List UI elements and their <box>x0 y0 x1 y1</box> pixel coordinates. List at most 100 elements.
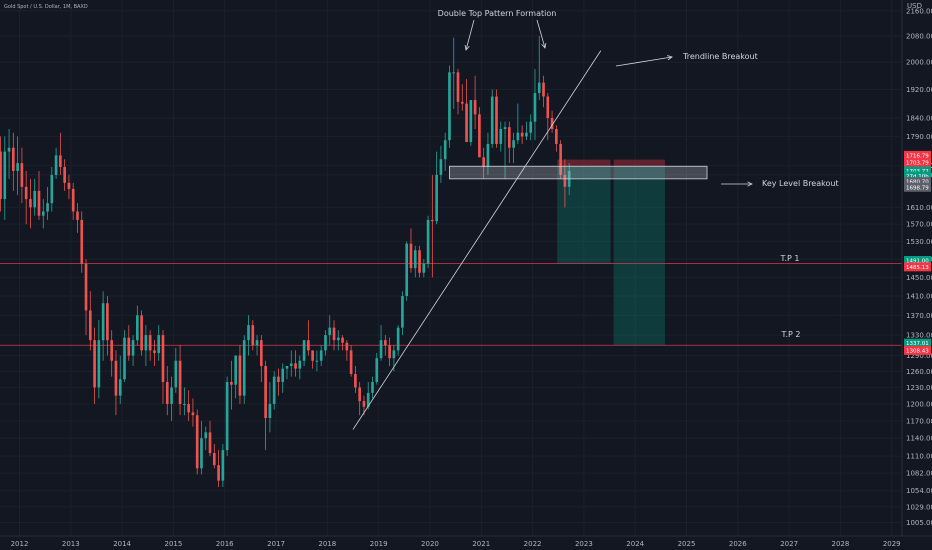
stop-zone-1 <box>557 159 611 167</box>
candle-body <box>88 310 92 341</box>
candle-body <box>264 366 267 419</box>
candle-body <box>443 140 447 160</box>
candle-body <box>131 340 135 356</box>
candle-body <box>336 337 340 341</box>
trendline-arrow <box>615 55 673 67</box>
tp1-annotation: T.P 1 <box>780 254 800 263</box>
time-tick-label: 2022 <box>524 540 542 548</box>
candle-body <box>332 327 336 341</box>
candle-body <box>221 450 225 481</box>
trade-zones <box>557 159 665 346</box>
candle-body <box>401 296 404 328</box>
candle-body <box>29 199 32 208</box>
tp2-annotation: T.P 2 <box>781 330 801 339</box>
candle-body <box>431 219 434 222</box>
candle-body <box>311 350 314 361</box>
candle-body <box>255 340 259 346</box>
candle-body <box>251 325 255 346</box>
key-level-arrow-head <box>747 181 753 187</box>
candle-body <box>247 325 250 341</box>
candle-body <box>140 315 143 351</box>
time-tick-label: 2014 <box>113 540 131 548</box>
candle-body <box>170 387 173 404</box>
time-tick-label: 2026 <box>729 540 747 548</box>
candle-body <box>563 174 567 187</box>
price-tick-label: 1170.00 <box>906 417 932 425</box>
time-tick-label: 2016 <box>216 540 234 548</box>
price-tag-label: 1703.79 <box>906 160 929 166</box>
candle-body <box>298 360 302 369</box>
candle-body <box>345 342 349 351</box>
price-tag-label: 1337.01 <box>906 341 929 347</box>
candle-body <box>478 114 481 158</box>
price-tick-label: 1029.00 <box>906 503 932 511</box>
grid-lines <box>0 0 902 536</box>
candle-body <box>319 350 323 361</box>
price-tag: 1308.43 <box>904 345 931 355</box>
candle-body <box>80 219 84 264</box>
currency-label: USD <box>907 2 922 10</box>
price-tag-label: 1716.79 <box>906 153 929 159</box>
candle-body <box>512 140 515 148</box>
candle-body <box>54 155 58 175</box>
candle-body <box>435 174 438 222</box>
candle-body <box>448 72 451 141</box>
time-tick-label: 2019 <box>370 540 388 548</box>
candle-body <box>349 350 353 374</box>
price-tick-label: 2000.00 <box>906 59 932 67</box>
candle-body <box>127 337 131 356</box>
price-tag-label: 1680.70 <box>906 180 929 186</box>
price-tag: 1491.00 <box>904 255 931 265</box>
price-tag-label: 27d 10h <box>906 174 929 180</box>
price-tag-bg <box>904 262 931 272</box>
price-tick-label: 1530.00 <box>906 238 932 246</box>
candle-body <box>366 392 370 407</box>
candle-body <box>238 355 242 396</box>
candle-body <box>422 263 426 273</box>
right-top-arrow <box>536 19 547 49</box>
candle-body <box>71 188 75 212</box>
time-axis[interactable]: 2012 2013 2014 2015 2016 2017 2018 2019 2020 2021… <box>11 540 901 548</box>
price-tag-label: 1308.43 <box>906 348 929 354</box>
candle-body <box>559 143 562 175</box>
symbol-info: Gold Spot / U.S. Dollar, 1M, BAXD <box>4 4 88 10</box>
price-tick-label: 1140.00 <box>906 435 932 443</box>
candle-body <box>277 376 280 382</box>
candle-body <box>67 182 71 189</box>
target-zone-2 <box>613 166 665 346</box>
time-tick-label: 2023 <box>575 540 593 548</box>
candle-body <box>234 355 238 385</box>
candle-body <box>542 82 545 97</box>
candle-body <box>59 155 62 168</box>
time-tick-label: 2025 <box>678 540 696 548</box>
candle-body <box>204 432 208 439</box>
candle-body <box>76 211 79 220</box>
candle-body <box>7 147 11 152</box>
price-axis[interactable]: 2160.00 2080.00 2000.00 1920.00 1840.00 1790.… <box>906 7 932 527</box>
price-tag-bg <box>904 338 931 348</box>
candle-body <box>409 243 413 269</box>
left-top-arrow-shaft <box>465 19 475 51</box>
price-tick-label: 1082.00 <box>906 470 932 478</box>
candle-body <box>482 157 485 168</box>
price-tag-bg <box>904 166 931 176</box>
time-tick-label: 2028 <box>832 540 850 548</box>
price-tick-label: 1290.00 <box>906 352 932 360</box>
price-tick-label: 1610.00 <box>906 204 932 212</box>
key-level-arrow <box>721 181 753 187</box>
candle-body <box>405 243 409 297</box>
candle-body <box>537 82 541 94</box>
price-tag: 1716.79 <box>904 150 931 160</box>
candle-body <box>217 465 220 481</box>
candle-body <box>97 340 101 388</box>
candle-body <box>148 335 152 351</box>
candle-body <box>3 151 7 200</box>
candle-body <box>465 103 468 143</box>
candle-body <box>439 159 443 175</box>
left-top-arrow-head <box>464 45 470 51</box>
candle-body <box>375 358 379 382</box>
candle-body <box>174 360 178 388</box>
